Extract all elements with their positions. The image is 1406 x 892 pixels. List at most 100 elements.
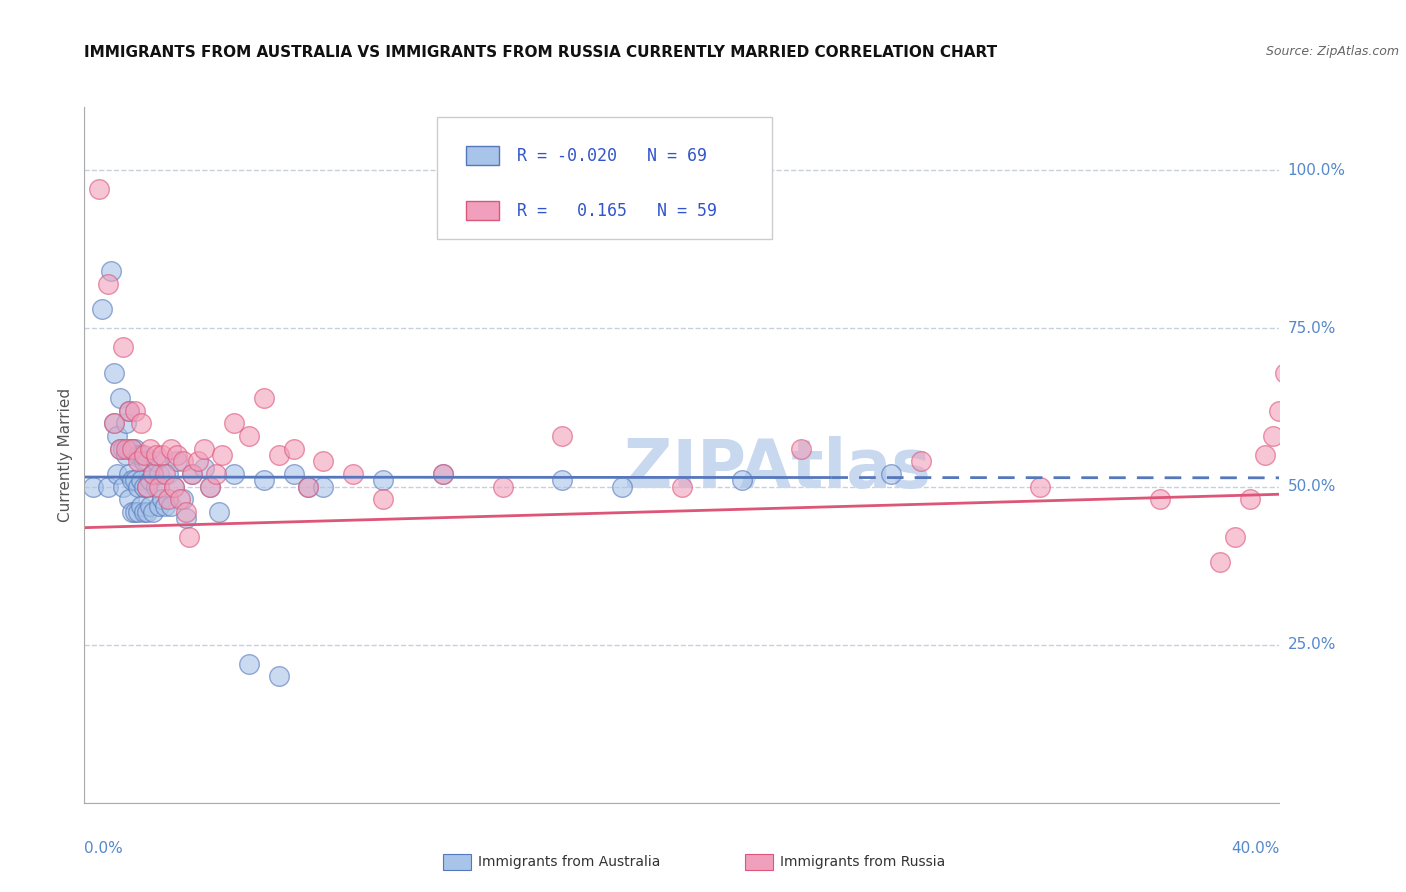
Point — [103, 366, 125, 380]
Point — [312, 454, 335, 468]
Point — [105, 467, 128, 481]
Point — [1149, 492, 1171, 507]
Point — [115, 442, 138, 456]
Text: R = -0.020   N = 69: R = -0.020 N = 69 — [517, 146, 707, 165]
Point — [342, 467, 364, 481]
Point — [208, 505, 231, 519]
Point — [1268, 403, 1291, 417]
Y-axis label: Currently Married: Currently Married — [58, 388, 73, 522]
Text: 75.0%: 75.0% — [1288, 321, 1336, 336]
Point — [253, 391, 276, 405]
Point — [790, 442, 813, 456]
Point — [145, 479, 167, 493]
Point — [132, 505, 156, 519]
Point — [132, 479, 156, 493]
Point — [115, 417, 138, 431]
Point — [136, 505, 159, 519]
Point — [160, 499, 183, 513]
Point — [211, 448, 233, 462]
Text: ZIPAtlas: ZIPAtlas — [624, 436, 931, 502]
Point — [127, 448, 149, 462]
Point — [238, 657, 260, 671]
Point — [150, 492, 173, 507]
Point — [198, 479, 221, 493]
Point — [121, 473, 143, 487]
Point — [1286, 384, 1309, 399]
Bar — [465, 202, 499, 219]
Point — [124, 442, 146, 456]
Point — [129, 499, 152, 513]
Point — [267, 669, 290, 683]
Point — [551, 473, 574, 487]
Point — [145, 454, 167, 468]
Point — [1274, 366, 1296, 380]
Point — [142, 505, 165, 519]
Point — [157, 492, 180, 507]
Point — [174, 505, 197, 519]
Point — [136, 454, 159, 468]
Point — [136, 479, 159, 493]
Point — [97, 277, 120, 292]
Point — [267, 448, 290, 462]
FancyBboxPatch shape — [437, 118, 772, 239]
Point — [112, 479, 135, 493]
Point — [100, 264, 122, 278]
Point — [1263, 429, 1285, 443]
Point — [127, 479, 149, 493]
Point — [139, 442, 162, 456]
Point — [91, 302, 114, 317]
Point — [124, 403, 146, 417]
Point — [253, 473, 276, 487]
Point — [297, 479, 319, 493]
Point — [153, 467, 176, 481]
Point — [312, 479, 335, 493]
Point — [169, 492, 191, 507]
Point — [1029, 479, 1052, 493]
Point — [172, 454, 194, 468]
Text: Immigrants from Australia: Immigrants from Australia — [478, 855, 661, 869]
Point — [432, 467, 454, 481]
Point — [124, 505, 146, 519]
Point — [148, 479, 170, 493]
Point — [373, 492, 395, 507]
Point — [222, 467, 245, 481]
Point — [129, 448, 152, 462]
Point — [121, 442, 143, 456]
Point — [172, 492, 194, 507]
Point — [127, 454, 149, 468]
Point — [142, 467, 165, 481]
Text: Immigrants from Russia: Immigrants from Russia — [780, 855, 946, 869]
Point — [373, 473, 395, 487]
Point — [163, 479, 186, 493]
Point — [110, 442, 132, 456]
Point — [127, 505, 149, 519]
Point — [121, 442, 143, 456]
Point — [145, 448, 167, 462]
Point — [139, 499, 162, 513]
Point — [198, 479, 221, 493]
Point — [283, 467, 305, 481]
Point — [157, 467, 180, 481]
Point — [166, 448, 188, 462]
Point — [193, 442, 215, 456]
Point — [1223, 530, 1246, 544]
Point — [205, 467, 228, 481]
Point — [492, 479, 515, 493]
Point — [238, 429, 260, 443]
Point — [129, 417, 152, 431]
Text: 50.0%: 50.0% — [1288, 479, 1336, 494]
Point — [118, 442, 141, 456]
Text: 100.0%: 100.0% — [1288, 163, 1346, 178]
Point — [132, 454, 156, 468]
Point — [129, 473, 152, 487]
Point — [163, 479, 186, 493]
Point — [166, 454, 188, 468]
Text: Source: ZipAtlas.com: Source: ZipAtlas.com — [1265, 45, 1399, 58]
Text: R =   0.165   N = 59: R = 0.165 N = 59 — [517, 202, 717, 219]
Point — [187, 454, 209, 468]
Point — [150, 448, 173, 462]
Point — [283, 442, 305, 456]
Point — [112, 340, 135, 354]
Point — [181, 467, 204, 481]
Point — [118, 492, 141, 507]
